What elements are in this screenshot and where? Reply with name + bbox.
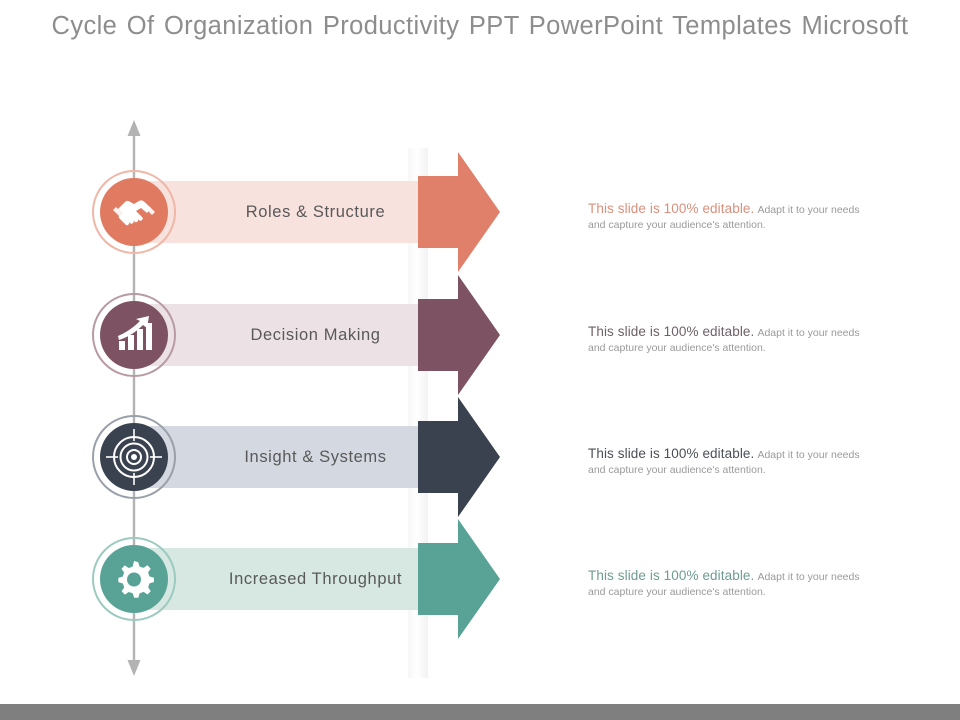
step-icon-circle[interactable] — [92, 170, 176, 254]
process-row[interactable]: Roles & Structure This slide is 100% edi… — [0, 152, 960, 274]
description-rest: Adapt it to your needs and capture your … — [588, 327, 860, 354]
handshake-icon — [113, 200, 155, 226]
description-lead: This slide is 100% editable. — [588, 446, 755, 461]
description-lead: This slide is 100% editable. — [588, 324, 755, 339]
step-label: Roles & Structure — [245, 203, 386, 221]
page-title: Cycle Of Organization Productivity PPT P… — [51, 12, 909, 40]
step-bar: Insight & Systems — [148, 426, 423, 488]
step-arrow — [418, 152, 500, 272]
bar-chart-growth-icon — [118, 316, 152, 350]
description-lead: This slide is 100% editable. — [588, 201, 755, 216]
step-description: This slide is 100% editable. Adapt it to… — [588, 201, 870, 233]
step-description: This slide is 100% editable. Adapt it to… — [588, 324, 870, 356]
process-row[interactable]: Decision Making This slide is 100 — [0, 275, 960, 397]
step-icon-circle[interactable] — [92, 293, 176, 377]
footer-bar — [0, 704, 960, 720]
step-description: This slide is 100% editable. Adapt it to… — [588, 446, 870, 478]
step-description: This slide is 100% editable. Adapt it to… — [588, 568, 870, 600]
step-bar: Decision Making — [148, 304, 423, 366]
process-row[interactable]: Increased Throughput This slide is 100% … — [0, 519, 960, 641]
step-label: Insight & Systems — [244, 448, 387, 466]
description-rest: Adapt it to your needs and capture your … — [588, 571, 860, 598]
step-bar: Increased Throughput — [148, 548, 423, 610]
step-arrow — [418, 519, 500, 639]
step-arrow — [418, 397, 500, 517]
footer-gap — [0, 700, 960, 704]
step-bar: Roles & Structure — [148, 181, 423, 243]
step-arrow — [418, 275, 500, 395]
step-label: Increased Throughput — [228, 570, 403, 588]
description-rest: Adapt it to your needs and capture your … — [588, 204, 860, 231]
description-rest: Adapt it to your needs and capture your … — [588, 449, 860, 476]
process-row[interactable]: Insight & Systems — [0, 397, 960, 519]
description-lead: This slide is 100% editable. — [588, 568, 755, 583]
step-icon-circle[interactable] — [92, 415, 176, 499]
step-icon-circle[interactable] — [92, 537, 176, 621]
step-label: Decision Making — [250, 326, 381, 344]
